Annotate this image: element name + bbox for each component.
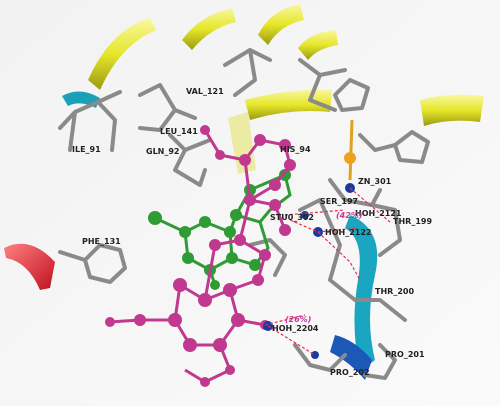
ligand-magenta-part (225, 365, 235, 375)
ligand-magenta-part (239, 154, 251, 166)
residue-sticks-part (298, 58, 347, 112)
label: STU0_302 (270, 213, 314, 222)
hydrogen-bonds-part (267, 325, 316, 356)
label: PRO_202 (330, 368, 370, 377)
residue-sticks-part (298, 198, 407, 322)
residue-sticks-part (58, 90, 122, 152)
ligand-magenta-part (259, 249, 271, 261)
residue-sticks (58, 48, 430, 380)
residue-sticks-part (248, 238, 287, 277)
ligand-magenta-part (198, 293, 212, 307)
ligand-magenta-part (254, 134, 266, 146)
residue-sticks-part (58, 243, 127, 284)
residue-sticks-part (333, 78, 370, 112)
label: HOH_2204 (272, 324, 319, 333)
ligand-green-part (154, 172, 292, 286)
residue-sticks-part (348, 119, 354, 181)
ligand-magenta-part (234, 234, 246, 246)
ribbon-part (182, 8, 236, 50)
ligand-green-part (148, 211, 162, 225)
ribbon-part (298, 30, 338, 60)
ligand-magenta-part (209, 239, 221, 251)
ligand-magenta-part (231, 313, 245, 327)
ligand-magenta-part (168, 313, 182, 327)
ligand-magenta-part (173, 278, 187, 292)
residue-sticks-part (358, 130, 430, 164)
residue-sticks-part (223, 48, 272, 97)
ligand-magenta-part (223, 283, 237, 297)
ribbon (4, 4, 484, 380)
ligand-magenta-part (105, 317, 115, 327)
residue-sticks-part (328, 178, 402, 257)
label: HOH_2122 (325, 228, 371, 237)
ligand-magenta-part (279, 139, 291, 151)
label: THR_200 (375, 287, 414, 296)
ligand-magenta (105, 125, 296, 387)
ribbon-part (345, 215, 378, 372)
label: HIS_94 (280, 145, 311, 154)
ligand-magenta-part (134, 314, 146, 326)
hydrogen-bonds (264, 187, 391, 356)
label: (42%) (336, 211, 362, 220)
hydrogen-bonds-part (284, 209, 346, 216)
label: GLN_92 (146, 147, 180, 156)
residue-sticks-part (168, 133, 212, 187)
hydrogen-bonds-part (264, 314, 306, 326)
ligand-green (148, 169, 292, 290)
label: THR_199 (393, 217, 432, 226)
hydrogen-bonds-part (317, 231, 361, 281)
ligand-magenta-part (183, 338, 197, 352)
ligand-green-part (210, 280, 220, 290)
label: PHE_131 (82, 237, 121, 246)
ligand-magenta-part (284, 159, 296, 171)
label: HOH_2121 (355, 209, 402, 218)
ligand-green-part (226, 252, 238, 264)
ligand-magenta-part (200, 125, 210, 135)
label: VAL_121 (186, 87, 224, 96)
label: SER_197 (320, 197, 358, 206)
atoms-part (344, 152, 356, 164)
ligand-green-part (230, 209, 242, 221)
ligand-green-part (249, 259, 261, 271)
ligand-magenta-part (269, 179, 281, 191)
ribbon-part (4, 243, 55, 290)
label: ZN_301 (358, 177, 392, 186)
label: (26%) (285, 315, 311, 324)
ligand-green-part (179, 226, 191, 238)
label: PRO_201 (385, 350, 425, 359)
ligand-green-part (199, 216, 211, 228)
ligand-magenta-part (213, 338, 227, 352)
ribbon-part (258, 4, 304, 45)
ligand-magenta-part (279, 224, 291, 236)
ligand-magenta-part (244, 194, 256, 206)
label: LEU_141 (160, 127, 198, 136)
ligand-magenta-part (269, 199, 281, 211)
ribbon-part (330, 335, 372, 380)
ligand-green-part (182, 252, 194, 264)
residue-sticks-part (138, 83, 197, 132)
labels: VAL_121 ILE_91 LEU_141 GLN_92 HIS_94 ZN_… (72, 87, 432, 377)
ribbon-part (420, 94, 484, 126)
ligand-green-part (224, 226, 236, 238)
ligand-magenta-part (215, 150, 225, 160)
label: ILE_91 (72, 145, 101, 154)
residue-sticks-part (293, 343, 397, 380)
ligand-magenta-part (252, 274, 264, 286)
hydrogen-bonds-part (349, 187, 391, 223)
ligand-magenta-part (200, 377, 210, 387)
ribbon-part (88, 18, 156, 90)
